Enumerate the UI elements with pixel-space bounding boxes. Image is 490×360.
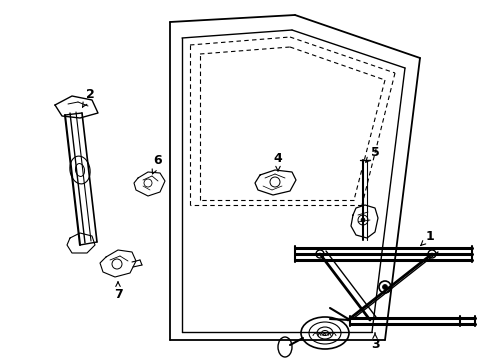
Circle shape	[383, 284, 388, 289]
Text: 5: 5	[366, 145, 379, 162]
Circle shape	[428, 250, 436, 258]
Ellipse shape	[321, 330, 328, 336]
Text: 4: 4	[273, 152, 282, 171]
Text: 6: 6	[152, 154, 162, 174]
Circle shape	[361, 218, 365, 222]
Text: 3: 3	[371, 333, 379, 351]
Circle shape	[379, 281, 391, 293]
Text: 1: 1	[420, 230, 434, 246]
Text: 2: 2	[83, 89, 95, 107]
Circle shape	[316, 250, 324, 258]
Text: 7: 7	[114, 282, 122, 302]
